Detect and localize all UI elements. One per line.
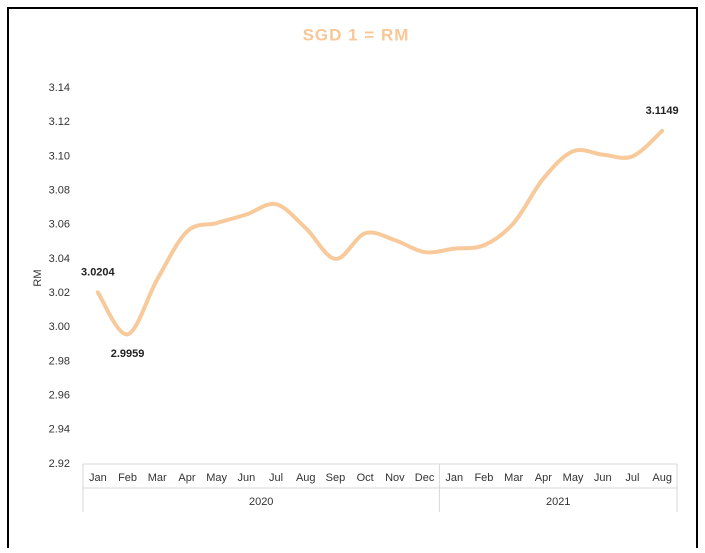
x-tick-label: Jan (89, 472, 107, 484)
line-series (95, 128, 665, 337)
y-axis-label: RM (32, 269, 44, 286)
x-group-label: 2020 (249, 496, 273, 508)
x-tick-label: Aug (296, 472, 316, 484)
y-tick-label: 2.98 (49, 355, 70, 367)
y-tick-label: 3.12 (49, 116, 70, 128)
data-label: 3.0204 (81, 266, 116, 278)
frame (7, 7, 698, 553)
x-tick-label: Jul (625, 472, 639, 484)
x-tick-label: Nov (385, 472, 405, 484)
x-tick-label: Apr (535, 472, 552, 484)
y-tick-label: 2.94 (49, 424, 70, 436)
y-tick-label: 3.00 (49, 321, 70, 333)
x-tick-label: Jun (594, 472, 612, 484)
y-tick-label: 3.04 (49, 253, 70, 265)
x-tick-label: Aug (652, 472, 672, 484)
y-tick-label: 2.96 (49, 390, 70, 402)
x-tick-label: Jan (445, 472, 463, 484)
x-tick-label: Feb (474, 472, 493, 484)
x-tick-label: Feb (118, 472, 137, 484)
y-tick-label: 3.02 (49, 287, 70, 299)
y-tick-label: 3.06 (49, 219, 70, 231)
x-tick-label: Apr (178, 472, 195, 484)
y-tick-label: 2.92 (49, 458, 70, 470)
x-tick-label: May (563, 472, 584, 484)
x-tick-label: Dec (415, 472, 435, 484)
x-tick-label: Jul (269, 472, 283, 484)
data-label: 3.1149 (646, 105, 679, 117)
x-group-label: 2021 (546, 496, 570, 508)
x-tick-label: Jun (237, 472, 255, 484)
x-tick-label: Mar (148, 472, 167, 484)
y-tick-label: 3.10 (49, 150, 70, 162)
x-tick-label: May (206, 472, 227, 484)
x-tick-label: Mar (504, 472, 523, 484)
x-tick-label: Oct (357, 472, 374, 484)
data-label: 2.9959 (111, 348, 145, 360)
x-tick-label: Sep (326, 472, 346, 484)
y-tick-label: 3.08 (49, 184, 70, 196)
chart-title: SGD 1 = RM (303, 25, 410, 44)
y-tick-label: 3.14 (49, 82, 70, 94)
